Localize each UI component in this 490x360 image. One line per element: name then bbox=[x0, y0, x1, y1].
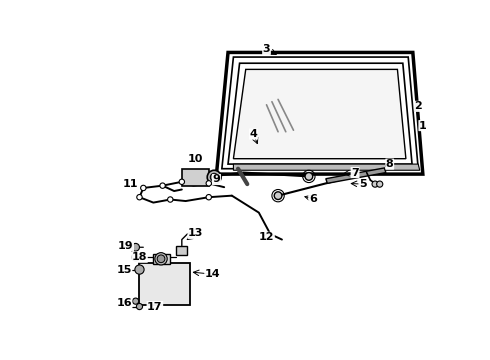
Polygon shape bbox=[326, 168, 386, 183]
Circle shape bbox=[274, 192, 282, 199]
Circle shape bbox=[136, 303, 143, 310]
Circle shape bbox=[179, 179, 185, 184]
Circle shape bbox=[157, 255, 165, 263]
Circle shape bbox=[210, 173, 218, 181]
Text: 8: 8 bbox=[386, 159, 393, 169]
Text: 15: 15 bbox=[117, 265, 132, 275]
Text: 2: 2 bbox=[415, 101, 422, 111]
Circle shape bbox=[141, 185, 146, 191]
Text: 12: 12 bbox=[259, 232, 274, 242]
Text: 14: 14 bbox=[205, 269, 220, 279]
Text: 18: 18 bbox=[132, 252, 147, 262]
Text: 11: 11 bbox=[122, 179, 138, 189]
Circle shape bbox=[305, 172, 313, 180]
Text: 9: 9 bbox=[213, 175, 220, 184]
Bar bbox=[153, 254, 171, 264]
Circle shape bbox=[132, 253, 140, 261]
Text: 6: 6 bbox=[309, 194, 317, 204]
Bar bbox=[176, 246, 187, 255]
Text: 10: 10 bbox=[187, 154, 202, 164]
Circle shape bbox=[160, 183, 165, 188]
Circle shape bbox=[168, 197, 173, 202]
Circle shape bbox=[137, 194, 142, 200]
Circle shape bbox=[377, 181, 383, 187]
Circle shape bbox=[132, 243, 140, 251]
Text: 16: 16 bbox=[116, 298, 132, 309]
Circle shape bbox=[132, 298, 139, 304]
Text: 17: 17 bbox=[147, 302, 163, 311]
Text: 3: 3 bbox=[263, 44, 270, 54]
Circle shape bbox=[206, 194, 212, 200]
Circle shape bbox=[155, 253, 167, 265]
Text: 4: 4 bbox=[249, 129, 257, 139]
Circle shape bbox=[372, 181, 378, 187]
Text: 19: 19 bbox=[118, 241, 133, 251]
Text: 13: 13 bbox=[188, 228, 203, 238]
Polygon shape bbox=[233, 69, 406, 159]
Bar bbox=[140, 263, 190, 305]
Circle shape bbox=[206, 181, 212, 186]
Polygon shape bbox=[233, 164, 420, 170]
Circle shape bbox=[207, 170, 221, 184]
Bar bbox=[182, 169, 209, 186]
Text: 1: 1 bbox=[419, 121, 427, 131]
Text: 5: 5 bbox=[359, 179, 367, 189]
Circle shape bbox=[135, 265, 144, 274]
Text: 7: 7 bbox=[351, 167, 359, 177]
